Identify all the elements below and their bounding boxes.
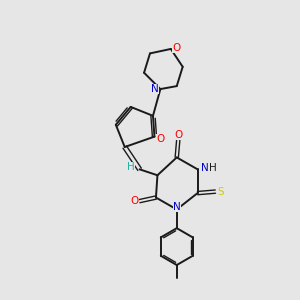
Text: S: S — [217, 187, 224, 196]
Text: N: N — [173, 202, 181, 212]
Text: H: H — [208, 163, 216, 173]
Text: O: O — [172, 44, 180, 53]
Text: O: O — [156, 134, 164, 144]
Text: O: O — [174, 130, 182, 140]
Text: N: N — [151, 84, 159, 94]
Text: O: O — [130, 196, 139, 206]
Text: N: N — [201, 163, 209, 173]
Text: H: H — [128, 162, 135, 172]
